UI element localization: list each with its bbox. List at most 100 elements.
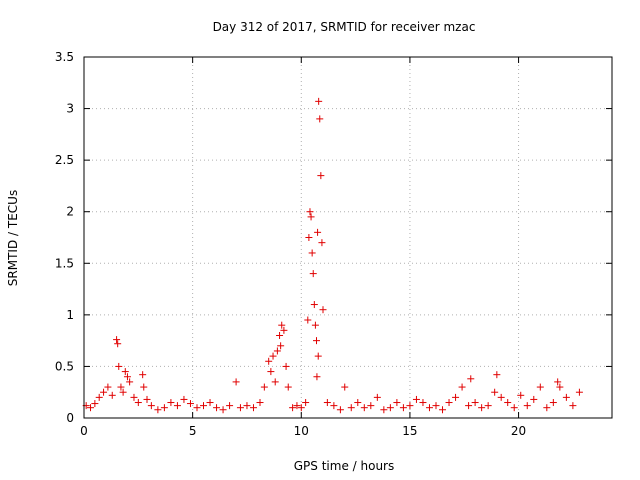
y-tick-label: 0 — [66, 411, 74, 425]
data-point — [523, 402, 531, 410]
y-tick-label: 0.5 — [55, 359, 74, 373]
data-point — [302, 399, 310, 407]
data-point — [193, 404, 201, 412]
data-point — [419, 399, 427, 407]
data-point — [304, 316, 312, 324]
data-point — [316, 115, 324, 123]
data-point — [267, 368, 275, 376]
data-point — [219, 406, 227, 414]
data-point — [256, 399, 264, 407]
data-point — [243, 402, 251, 410]
y-tick-label: 3 — [66, 102, 74, 116]
data-point — [314, 352, 322, 360]
x-tick-label: 5 — [189, 424, 197, 438]
data-point — [206, 399, 214, 407]
data-point — [95, 393, 103, 401]
data-point — [341, 383, 349, 391]
data-point — [277, 342, 285, 350]
data-point — [160, 404, 168, 412]
data-point — [108, 391, 116, 399]
data-point — [271, 378, 279, 386]
data-point — [315, 97, 323, 105]
data-point — [549, 399, 557, 407]
data-point — [115, 362, 123, 370]
data-point — [569, 402, 577, 410]
data-point — [104, 383, 112, 391]
data-point — [269, 352, 277, 360]
data-point — [425, 404, 433, 412]
data-point — [314, 228, 322, 236]
data-point — [280, 326, 288, 334]
data-point — [373, 393, 381, 401]
data-point — [126, 378, 134, 386]
data-point — [491, 388, 499, 396]
data-point — [484, 402, 492, 410]
data-point — [173, 402, 181, 410]
data-point — [536, 383, 544, 391]
data-point — [121, 368, 129, 376]
data-point — [478, 404, 486, 412]
data-point — [465, 402, 473, 410]
data-point — [530, 395, 538, 403]
data-point — [575, 388, 583, 396]
data-point — [91, 400, 99, 408]
data-point — [445, 399, 453, 407]
data-point — [471, 399, 479, 407]
data-point — [232, 378, 240, 386]
data-point — [458, 383, 466, 391]
data-point — [117, 383, 125, 391]
y-tick-label: 3.5 — [55, 50, 74, 64]
data-point — [130, 393, 138, 401]
data-point — [313, 373, 321, 381]
data-point — [406, 402, 414, 410]
y-axis-label: SRMTID / TECUs — [6, 190, 20, 286]
data-points — [82, 97, 583, 414]
data-point — [310, 301, 318, 309]
y-tick-label: 2.5 — [55, 153, 74, 167]
data-point — [323, 399, 331, 407]
data-point — [119, 388, 127, 396]
data-point — [517, 391, 525, 399]
data-point — [452, 393, 460, 401]
data-point — [305, 234, 313, 241]
data-point — [123, 373, 131, 381]
data-point — [260, 383, 268, 391]
data-point — [180, 395, 188, 403]
data-point — [100, 388, 108, 396]
data-point — [297, 404, 305, 412]
data-point — [319, 306, 327, 314]
x-tick-label: 20 — [511, 424, 526, 438]
data-point — [139, 371, 147, 379]
data-point — [504, 399, 512, 407]
data-point — [354, 399, 362, 407]
data-point — [113, 336, 121, 344]
data-point — [226, 402, 234, 410]
data-point — [386, 404, 394, 412]
x-tick-label: 0 — [80, 424, 88, 438]
data-point — [510, 404, 518, 412]
data-point — [554, 378, 562, 386]
axis-ticks — [83, 56, 612, 419]
data-point — [200, 402, 208, 410]
data-point — [367, 402, 375, 410]
data-point — [306, 208, 314, 216]
data-point — [186, 400, 194, 408]
data-point — [140, 383, 148, 391]
data-point — [282, 362, 290, 370]
data-point — [318, 239, 326, 247]
data-point — [432, 402, 440, 410]
data-point — [293, 402, 301, 410]
data-point — [114, 340, 122, 348]
data-point — [336, 406, 344, 414]
data-point — [439, 406, 447, 414]
data-point — [347, 404, 355, 412]
data-point — [497, 393, 505, 401]
x-tick-label: 15 — [402, 424, 417, 438]
data-point — [147, 402, 155, 410]
data-point — [312, 337, 320, 345]
data-point — [543, 404, 551, 412]
data-point — [412, 395, 420, 403]
grid-lines — [84, 57, 612, 418]
data-point — [308, 249, 316, 257]
data-point — [556, 383, 564, 391]
